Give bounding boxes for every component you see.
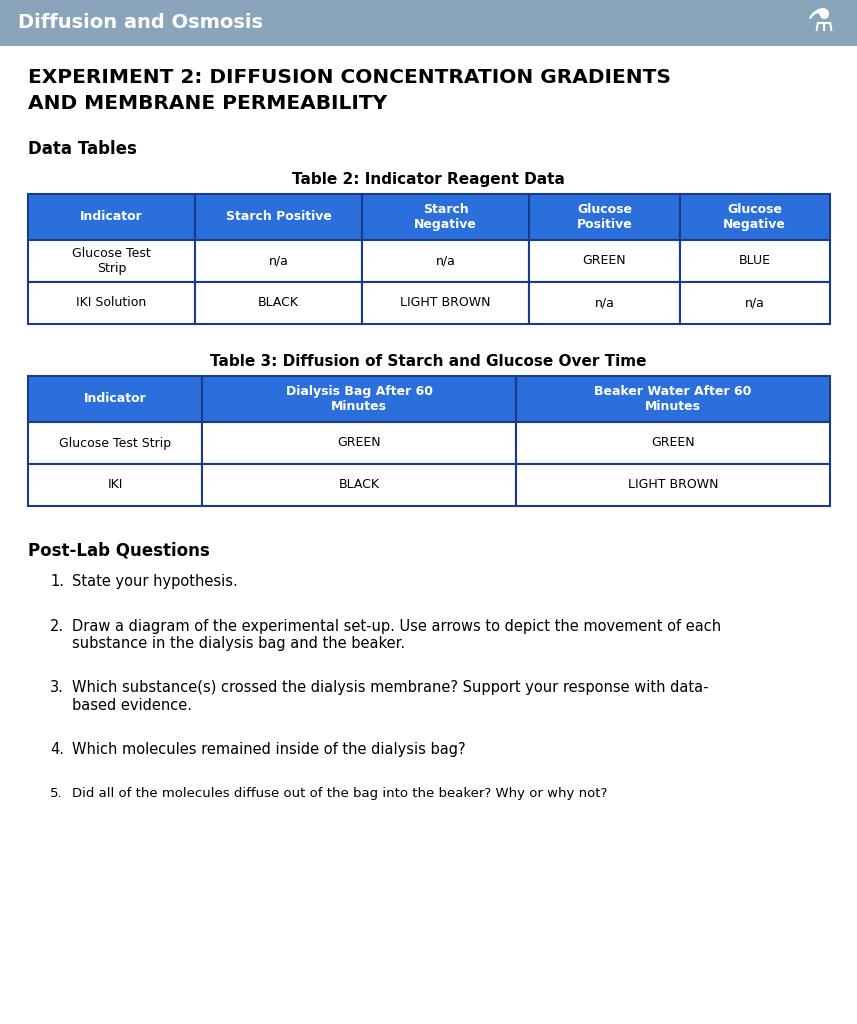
FancyBboxPatch shape — [680, 240, 830, 282]
FancyBboxPatch shape — [680, 282, 830, 324]
FancyBboxPatch shape — [530, 282, 680, 324]
Text: 2.: 2. — [50, 618, 64, 634]
FancyBboxPatch shape — [363, 282, 530, 324]
Text: LIGHT BROWN: LIGHT BROWN — [628, 478, 718, 492]
Text: Starch
Negative: Starch Negative — [414, 203, 477, 231]
FancyBboxPatch shape — [28, 282, 195, 324]
Text: GREEN: GREEN — [583, 255, 626, 267]
Text: Table 3: Diffusion of Starch and Glucose Over Time: Table 3: Diffusion of Starch and Glucose… — [210, 354, 646, 369]
Text: Beaker Water After 60
Minutes: Beaker Water After 60 Minutes — [595, 385, 752, 413]
Text: GREEN: GREEN — [651, 436, 695, 450]
Text: n/a: n/a — [745, 297, 764, 309]
Text: Data Tables: Data Tables — [28, 140, 137, 158]
Text: Glucose
Negative: Glucose Negative — [723, 203, 786, 231]
FancyBboxPatch shape — [516, 422, 830, 464]
FancyBboxPatch shape — [363, 240, 530, 282]
FancyBboxPatch shape — [202, 422, 516, 464]
Text: Glucose Test
Strip: Glucose Test Strip — [72, 247, 151, 275]
Text: IKI Solution: IKI Solution — [76, 297, 147, 309]
FancyBboxPatch shape — [516, 464, 830, 506]
Text: LIGHT BROWN: LIGHT BROWN — [400, 297, 491, 309]
Text: BLUE: BLUE — [739, 255, 770, 267]
Text: Dialysis Bag After 60
Minutes: Dialysis Bag After 60 Minutes — [285, 385, 433, 413]
Text: Draw a diagram of the experimental set-up. Use arrows to depict the movement of : Draw a diagram of the experimental set-u… — [72, 618, 721, 651]
Text: State your hypothesis.: State your hypothesis. — [72, 574, 237, 589]
Text: n/a: n/a — [595, 297, 614, 309]
FancyBboxPatch shape — [363, 194, 530, 240]
Text: ⚗: ⚗ — [806, 8, 834, 38]
FancyBboxPatch shape — [195, 282, 363, 324]
Text: GREEN: GREEN — [338, 436, 381, 450]
Text: AND MEMBRANE PERMEABILITY: AND MEMBRANE PERMEABILITY — [28, 94, 387, 113]
Text: 3.: 3. — [50, 680, 64, 695]
Text: Which molecules remained inside of the dialysis bag?: Which molecules remained inside of the d… — [72, 742, 465, 757]
FancyBboxPatch shape — [0, 0, 857, 46]
Text: n/a: n/a — [435, 255, 456, 267]
FancyBboxPatch shape — [195, 194, 363, 240]
FancyBboxPatch shape — [28, 422, 202, 464]
Text: EXPERIMENT 2: DIFFUSION CONCENTRATION GRADIENTS: EXPERIMENT 2: DIFFUSION CONCENTRATION GR… — [28, 68, 671, 87]
FancyBboxPatch shape — [516, 376, 830, 422]
Text: Indicator: Indicator — [84, 392, 147, 406]
Text: Diffusion and Osmosis: Diffusion and Osmosis — [18, 13, 263, 33]
Text: Indicator: Indicator — [81, 211, 143, 223]
Text: Did all of the molecules diffuse out of the bag into the beaker? Why or why not?: Did all of the molecules diffuse out of … — [72, 786, 608, 800]
FancyBboxPatch shape — [202, 376, 516, 422]
Text: Starch Positive: Starch Positive — [225, 211, 332, 223]
Text: BLACK: BLACK — [339, 478, 380, 492]
FancyBboxPatch shape — [28, 464, 202, 506]
Text: 1.: 1. — [50, 574, 64, 589]
Text: 4.: 4. — [50, 742, 64, 757]
Text: Table 2: Indicator Reagent Data: Table 2: Indicator Reagent Data — [291, 172, 565, 187]
Text: IKI: IKI — [107, 478, 123, 492]
FancyBboxPatch shape — [28, 194, 195, 240]
Text: Glucose
Positive: Glucose Positive — [577, 203, 632, 231]
Text: n/a: n/a — [269, 255, 289, 267]
FancyBboxPatch shape — [195, 240, 363, 282]
FancyBboxPatch shape — [28, 376, 202, 422]
FancyBboxPatch shape — [530, 240, 680, 282]
Text: Which substance(s) crossed the dialysis membrane? Support your response with dat: Which substance(s) crossed the dialysis … — [72, 680, 709, 713]
Text: Post-Lab Questions: Post-Lab Questions — [28, 542, 210, 560]
FancyBboxPatch shape — [530, 194, 680, 240]
Text: Glucose Test Strip: Glucose Test Strip — [59, 436, 171, 450]
FancyBboxPatch shape — [680, 194, 830, 240]
Text: 5.: 5. — [50, 786, 63, 800]
FancyBboxPatch shape — [202, 464, 516, 506]
FancyBboxPatch shape — [28, 240, 195, 282]
Text: BLACK: BLACK — [258, 297, 299, 309]
